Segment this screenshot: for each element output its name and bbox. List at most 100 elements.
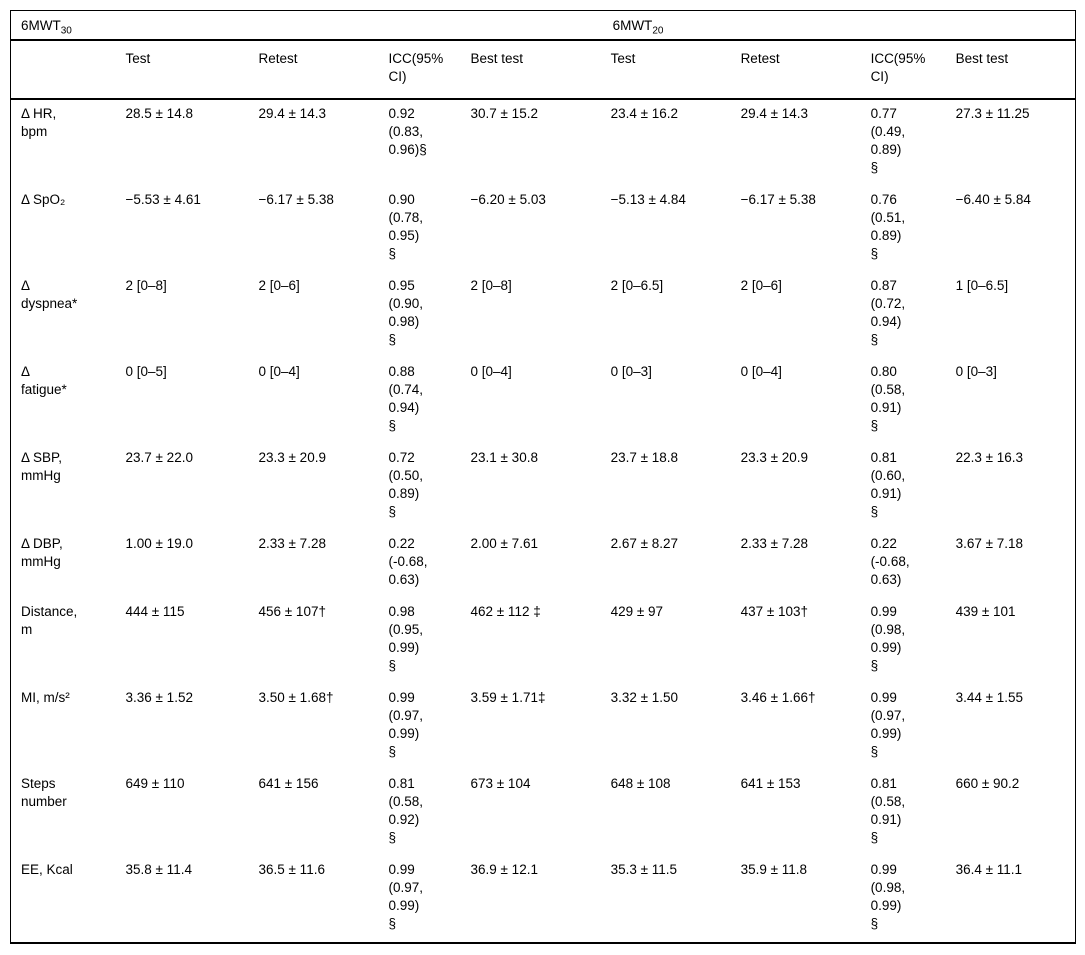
row-label: Δ fatigue* [21,364,67,397]
cell: 3.46 ± 1.66† [740,690,816,705]
cell: 0.90 (0.78, 0.95) § [388,192,424,261]
cell: 641 ± 153 [740,776,801,791]
cell: 30.7 ± 15.2 [470,106,538,121]
column-header-empty [10,40,118,100]
cell: 27.3 ± 11.25 [955,106,1030,121]
cell: 23.3 ± 20.9 [258,450,326,465]
cell: 649 ± 110 [125,776,185,791]
cell: −5.13 ± 4.84 [610,192,686,207]
table-row-distance: Distance, m 444 ± 115 456 ± 107† 0.98 (0… [11,598,1076,684]
cell: 429 ± 97 [610,604,664,619]
cell: −6.17 ± 5.38 [740,192,816,207]
cell: 0.99 (0.98, 0.99) § [870,862,906,931]
column-header-test-20: Test [602,40,733,100]
section-label-6mwt20: 6MWT [612,18,653,33]
section-header-6mwt20: 6MWT20 [602,10,1076,41]
cell: 0.22 (-0.68, 0.63) [870,536,910,587]
column-header-icc-30: ICC(95% CI) [380,40,463,100]
cell: −6.20 ± 5.03 [470,192,546,207]
column-header-retest-20: Retest [732,40,863,100]
cell: 28.5 ± 14.8 [125,106,193,121]
cell: 1.00 ± 19.0 [125,536,193,551]
cell: 0.81 (0.58, 0.92) § [388,776,424,845]
cell: 3.44 ± 1.55 [955,690,1024,705]
cell: 0.99 (0.97, 0.99) § [388,690,424,759]
row-label: EE, Kcal [21,862,73,877]
cell: 0 [0–3] [955,364,997,379]
cell: 0 [0–3] [610,364,652,379]
row-label: MI, m/s² [21,690,70,705]
cell: 0 [0–4] [258,364,300,379]
cell: 23.7 ± 22.0 [125,450,193,465]
column-header-retest-30: Retest [250,40,381,100]
cell: 2 [0–6.5] [610,278,664,293]
row-label: Δ dyspnea* [21,278,78,311]
cell: 0.99 (0.97, 0.99) § [870,690,906,759]
table-row-sbp: Δ SBP, mmHg 23.7 ± 22.0 23.3 ± 20.9 0.72… [11,444,1076,530]
column-header-besttest-30: Best test [462,40,603,100]
cell: 3.32 ± 1.50 [610,690,679,705]
cell: 23.3 ± 20.9 [740,450,809,465]
cell: 0.81 (0.58, 0.91) § [870,776,906,845]
cell: 29.4 ± 14.3 [740,106,809,121]
cell: 2.33 ± 7.28 [740,536,809,551]
6mwt-test-retest-reliability-table: 6MWT30 6MWT20 Test Retest ICC(95% CI) Be… [10,10,1077,944]
cell: 3.36 ± 1.52 [125,690,193,705]
cell: 0.95 (0.90, 0.98) § [388,278,424,347]
cell: 2 [0–8] [470,278,512,293]
column-header-test-30: Test [117,40,251,100]
cell: 660 ± 90.2 [955,776,1020,791]
cell: 35.8 ± 11.4 [125,862,192,877]
cell: 29.4 ± 14.3 [258,106,326,121]
cell: 0.22 (-0.68, 0.63) [388,536,428,587]
section-subscript-20: 20 [652,25,664,37]
section-subscript-30: 30 [60,25,72,37]
column-header-icc-20: ICC(95% CI) [862,40,948,100]
cell: −5.53 ± 4.61 [125,192,201,207]
cell: 0.76 (0.51, 0.89) § [870,192,906,261]
table-row-fatigue: Δ fatigue* 0 [0–5] 0 [0–4] 0.88 (0.74, 0… [11,358,1076,444]
table-row-hr: Δ HR, bpm 28.5 ± 14.8 29.4 ± 14.3 0.92 (… [11,99,1076,186]
cell: 2 [0–8] [125,278,167,293]
cell: 2.33 ± 7.28 [258,536,326,551]
cell: 2 [0–6] [740,278,782,293]
cell: 439 ± 101 [955,604,1016,619]
cell: 0.99 (0.98, 0.99) § [870,604,906,673]
cell: 0 [0–4] [740,364,782,379]
cell: 0.99 (0.97, 0.99) § [388,862,424,931]
cell: 2 [0–6] [258,278,300,293]
cell: 3.50 ± 1.68† [258,690,334,705]
cell: 0.87 (0.72, 0.94) § [870,278,906,347]
cell: 23.7 ± 18.8 [610,450,679,465]
table-row-dyspnea: Δ dyspnea* 2 [0–8] 2 [0–6] 0.95 (0.90, 0… [11,272,1076,358]
column-header-row: Test Retest ICC(95% CI) Best test Test R… [10,40,1076,100]
cell: 0.80 (0.58, 0.91) § [870,364,906,433]
cell: 0.88 (0.74, 0.94) § [388,364,424,433]
cell: 0.72 (0.50, 0.89) § [388,450,424,519]
cell: 0 [0–5] [125,364,167,379]
row-label: Δ SBP, mmHg [21,450,63,483]
cell: 1 [0–6.5] [955,278,1009,293]
cell: 641 ± 156 [258,776,319,791]
cell: −6.40 ± 5.84 [955,192,1031,207]
table-row-ee: EE, Kcal 35.8 ± 11.4 36.5 ± 11.6 0.99 (0… [11,856,1076,943]
cell: 648 ± 108 [610,776,671,791]
cell: 0.98 (0.95, 0.99) § [388,604,424,673]
table-row-spo2: Δ SpO₂ −5.53 ± 4.61 −6.17 ± 5.38 0.90 (0… [11,186,1076,272]
column-header-besttest-20: Best test [947,40,1076,100]
cell: 673 ± 104 [470,776,531,791]
cell: 437 ± 103† [740,604,809,619]
cell: 35.3 ± 11.5 [610,862,678,877]
section-label-6mwt30: 6MWT [21,18,61,33]
cell: 3.59 ± 1.71‡ [470,690,546,705]
cell: 36.4 ± 11.1 [955,862,1023,877]
section-header-6mwt30: 6MWT30 [10,10,603,41]
cell: −6.17 ± 5.38 [258,192,334,207]
cell: 35.9 ± 11.8 [740,862,808,877]
cell: 23.4 ± 16.2 [610,106,679,121]
table-row-steps: Steps number 649 ± 110 641 ± 156 0.81 (0… [11,770,1076,856]
cell: 0.92 (0.83, 0.96)§ [388,106,427,157]
cell: 36.9 ± 12.1 [470,862,538,877]
cell: 2.67 ± 8.27 [610,536,679,551]
